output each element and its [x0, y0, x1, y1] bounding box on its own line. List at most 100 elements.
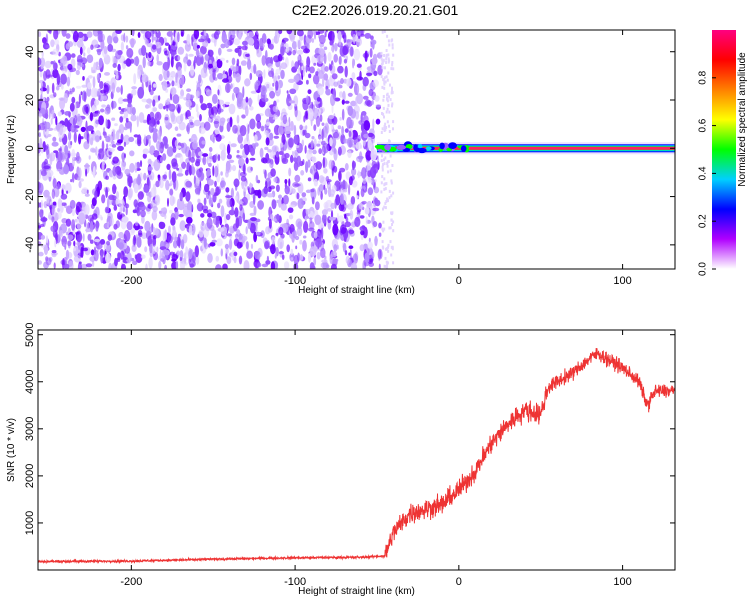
noise-speck [86, 47, 91, 54]
noise-speck [198, 151, 204, 157]
noise-speck [164, 229, 168, 241]
noise-speck [323, 73, 329, 81]
noise-speck [247, 186, 250, 191]
noise-speck [158, 221, 166, 230]
noise-speck [375, 104, 382, 108]
noise-fringe [384, 66, 386, 70]
noise-speck [348, 120, 354, 129]
noise-speck [149, 89, 154, 96]
noise-speck [331, 46, 334, 52]
noise-speck [231, 34, 236, 39]
noise-speck [218, 198, 223, 204]
noise-speck [131, 30, 135, 37]
noise-speck [371, 40, 375, 50]
noise-speck [368, 237, 371, 243]
noise-speck [360, 113, 363, 123]
noise-speck [344, 65, 348, 78]
noise-speck [259, 43, 265, 49]
noise-speck [351, 180, 358, 188]
noise-speck [236, 58, 240, 67]
noise-fringe [380, 131, 383, 134]
noise-speck [89, 239, 94, 244]
noise-speck [92, 113, 99, 117]
noise-speck [196, 202, 204, 212]
signal-core [376, 146, 675, 150]
noise-fringe [386, 120, 389, 124]
noise-fringe [383, 124, 386, 128]
noise-fringe [390, 67, 393, 71]
noise-speck [78, 133, 82, 145]
noise-speck [264, 169, 267, 179]
noise-speck [313, 178, 319, 187]
noise-speck [284, 185, 290, 195]
noise-speck [198, 229, 204, 238]
line-y-tick-label: 4000 [24, 370, 36, 394]
noise-speck [352, 58, 355, 69]
noise-speck [140, 254, 146, 259]
noise-speck [87, 222, 90, 230]
noise-fringe [385, 110, 388, 114]
noise-speck [315, 115, 321, 127]
noise-speck [64, 263, 70, 269]
noise-speck [250, 90, 258, 94]
noise-speck [180, 89, 185, 97]
noise-speck [339, 117, 342, 121]
noise-speck [118, 231, 124, 239]
noise-speck [38, 31, 42, 37]
noise-speck [366, 66, 374, 71]
noise-speck [84, 204, 90, 216]
noise-speck [51, 82, 55, 94]
noise-speck [42, 97, 46, 102]
signal-blob [439, 142, 445, 150]
noise-speck [266, 38, 271, 45]
noise-speck [204, 53, 210, 61]
noise-speck [305, 125, 308, 130]
noise-speck [77, 244, 81, 250]
noise-speck [360, 123, 365, 132]
noise-speck [378, 263, 381, 269]
noise-speck [191, 149, 195, 159]
noise-speck [146, 98, 153, 104]
noise-speck [210, 199, 213, 205]
noise-fringe [389, 240, 392, 244]
noise-speck [111, 100, 114, 110]
noise-speck [69, 102, 75, 112]
snr-series [38, 347, 675, 565]
noise-speck [90, 44, 94, 50]
noise-speck [372, 118, 375, 130]
noise-speck [105, 175, 109, 180]
noise-speck [347, 39, 354, 43]
noise-speck [241, 196, 248, 206]
noise-speck [318, 148, 323, 155]
noise-speck [245, 96, 249, 103]
noise-speck [239, 125, 247, 137]
noise-speck [347, 105, 354, 117]
noise-fringe [383, 177, 386, 181]
noise-speck [288, 167, 292, 177]
noise-speck [238, 32, 242, 40]
noise-speck [51, 109, 55, 120]
noise-speck [366, 162, 372, 166]
line-background [38, 330, 675, 570]
noise-speck [200, 45, 207, 55]
noise-speck [234, 48, 240, 53]
noise-speck [39, 70, 43, 78]
noise-speck [40, 199, 44, 210]
noise-speck [180, 31, 184, 37]
noise-speck [38, 169, 42, 181]
noise-speck [144, 220, 151, 232]
noise-speck [272, 218, 277, 222]
noise-speck [344, 100, 350, 104]
noise-speck [246, 32, 249, 37]
noise-speck [217, 99, 225, 105]
noise-speck [377, 64, 383, 76]
noise-speck [141, 74, 149, 83]
noise-fringe [380, 57, 383, 61]
noise-speck [235, 217, 240, 229]
noise-speck [51, 141, 59, 147]
noise-speck [302, 240, 307, 252]
noise-speck [39, 138, 43, 150]
noise-speck [195, 160, 200, 167]
noise-fringe [380, 190, 383, 194]
noise-speck [148, 138, 151, 147]
